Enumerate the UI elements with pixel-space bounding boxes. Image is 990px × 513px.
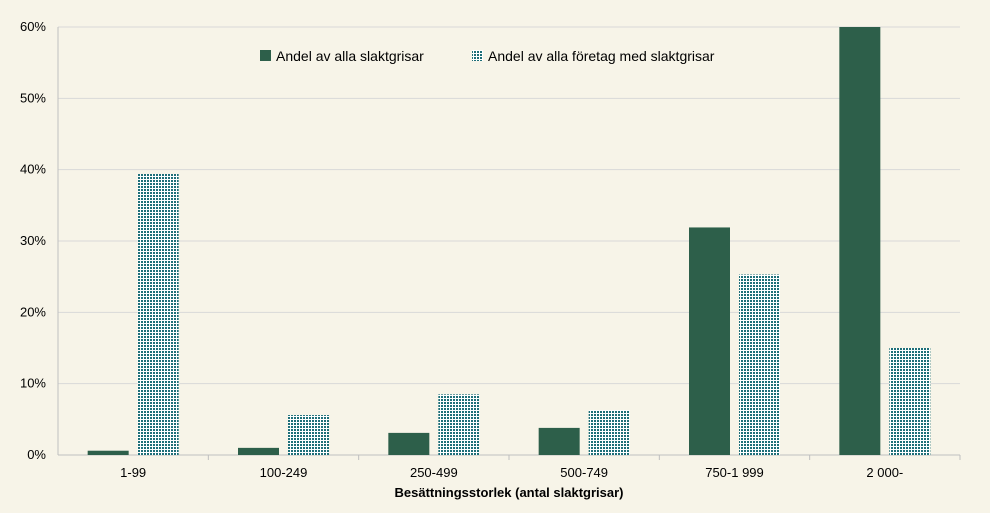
bar-foretag [288, 415, 329, 455]
bar-foretag [137, 173, 179, 456]
x-tick-label: 750-1 999 [705, 465, 764, 480]
bar-foretag [588, 410, 630, 455]
bar-foretag [889, 348, 931, 455]
axes: 0% 10% 20% 30% 40% 50% 60% 1-99 100-249 250-499 50… [20, 19, 961, 480]
y-tick-label: 30% [20, 233, 46, 248]
x-tick-label: 100-249 [260, 465, 308, 480]
y-tick-label: 50% [20, 90, 46, 105]
x-axis-title: Besättningsstorlek (antal slaktgrisar) [394, 485, 623, 500]
bar-slaktgrisar [238, 447, 279, 455]
x-tick-label: 500-749 [560, 465, 608, 480]
legend: Andel av alla slaktgrisar Andel av alla f… [260, 48, 715, 64]
legend-swatch [472, 50, 483, 61]
y-tick-label: 20% [20, 304, 46, 319]
legend-label: Andel av alla företag med slaktgrisar [488, 48, 715, 64]
bar-slaktgrisar [839, 27, 881, 455]
y-tick-label: 60% [20, 19, 46, 34]
bar-foretag [438, 394, 480, 455]
x-tick-label: 2 000- [866, 465, 903, 480]
y-tick-label: 10% [20, 376, 46, 391]
bar-slaktgrisar [388, 432, 430, 455]
bar-slaktgrisar [538, 427, 580, 455]
legend-swatch [260, 50, 271, 61]
bar-foretag [739, 274, 780, 455]
legend-label: Andel av alla slaktgrisar [276, 48, 424, 64]
bars [87, 27, 931, 456]
bar-slaktgrisar [689, 227, 730, 455]
bar-slaktgrisar [87, 450, 129, 455]
y-tick-label: 0% [27, 447, 46, 462]
y-tick-label: 40% [20, 162, 46, 177]
x-tick-label: 1-99 [120, 465, 146, 480]
grid-lines [58, 26, 960, 385]
x-tick-label: 250-499 [410, 465, 458, 480]
